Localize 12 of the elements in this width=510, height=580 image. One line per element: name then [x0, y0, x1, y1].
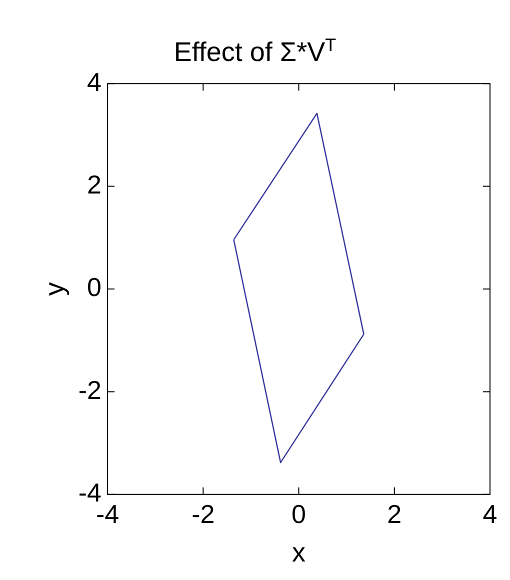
x-axis-title: x	[292, 537, 306, 568]
chart-title: Effect of Σ*V$^{T}$	[172, 34, 338, 67]
y-axis-title: y	[40, 282, 70, 296]
y-tick-label: -4	[78, 478, 102, 508]
y-tick-label: 0	[87, 272, 102, 302]
x-tick-label: -2	[192, 499, 215, 530]
x-tick-label: 2	[387, 499, 402, 530]
y-tick-label: -2	[78, 374, 102, 405]
x-tick-label: 0	[292, 499, 306, 530]
x-tick-label: 4	[482, 499, 498, 530]
y-tick-label: 4	[87, 66, 102, 97]
y-tick-label: 2	[87, 169, 102, 200]
